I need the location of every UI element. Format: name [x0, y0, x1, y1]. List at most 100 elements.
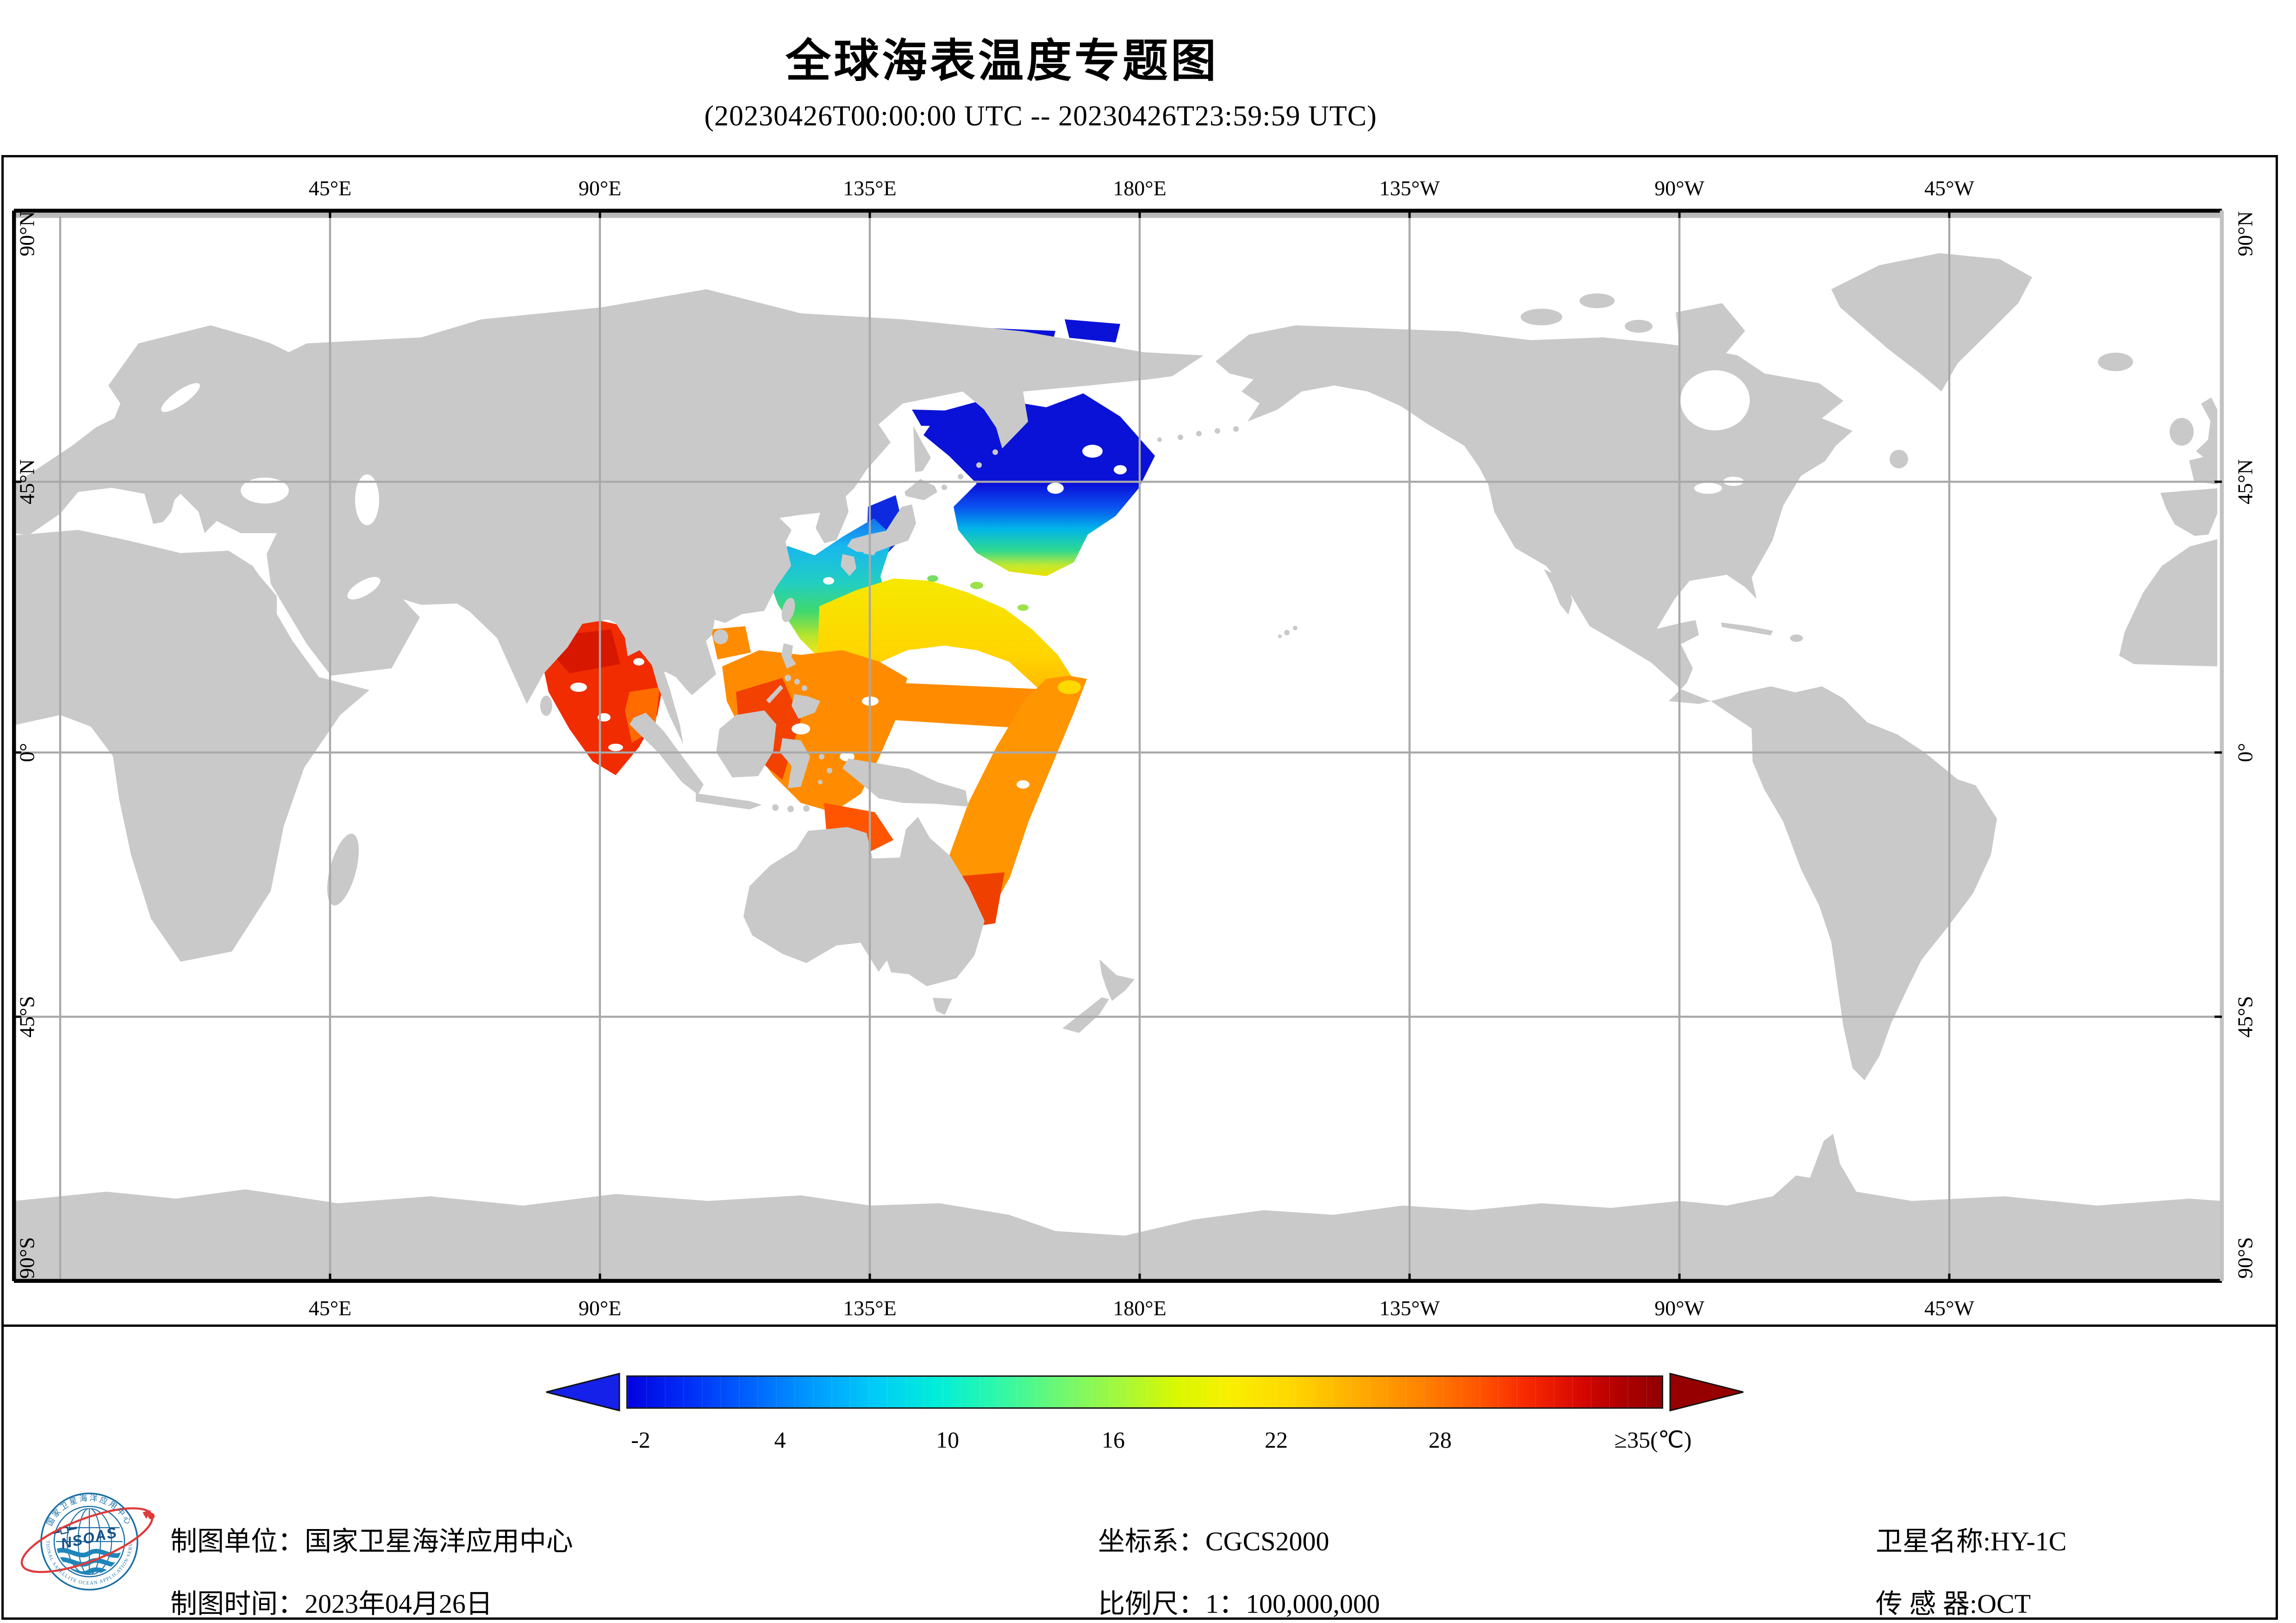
lon-label-45w-bottom: 45°W	[1924, 1296, 1974, 1320]
land-nz-north	[1099, 959, 1135, 1001]
land-cuba	[1721, 622, 1773, 635]
footer-scale: 比例尺：1：100,000,000	[1098, 1589, 1380, 1619]
land-sulawesi	[780, 738, 810, 788]
lon-label-135w-bottom: 135°W	[1379, 1296, 1440, 1320]
land-great-britain	[2196, 398, 2217, 460]
land-palawan	[766, 685, 783, 703]
lat-label-90s-right: 90°S	[2233, 1237, 2257, 1279]
lon-label-45e-top: 45°E	[308, 176, 352, 200]
footer-crs: 坐标系：CGCS2000	[1098, 1526, 1329, 1556]
land-new-guinea	[842, 759, 968, 807]
lon-label-90e-bottom: 90°E	[578, 1296, 622, 1320]
map-section-divider	[1, 1325, 2278, 1327]
colorbar-tick-35: ≥35(℃)	[1614, 1427, 1692, 1453]
footer-org: 制图单位：国家卫星海洋应用中心	[170, 1526, 574, 1556]
great-lakes	[1694, 483, 1722, 494]
logo-orbit-arrow	[143, 1510, 151, 1519]
land-africa	[14, 530, 369, 962]
lon-label-90w-bottom: 90°W	[1654, 1296, 1704, 1320]
land-luzon	[781, 643, 796, 669]
land-sakhalin	[913, 426, 931, 472]
land-borneo	[716, 710, 776, 777]
lon-label-180e-top: 180°E	[1113, 176, 1167, 200]
land-kuril-islands	[942, 449, 998, 490]
lon-label-45w-top: 45°W	[1924, 176, 1974, 200]
lon-label-90w-top: 90°W	[1654, 176, 1704, 200]
colorbar-right-arrow	[1669, 1373, 1744, 1412]
caspian-sea	[355, 474, 379, 525]
land-eurasia	[14, 289, 1204, 744]
lon-label-45e-bottom: 45°E	[308, 1296, 352, 1320]
persian-gulf	[347, 577, 381, 600]
land-nw-africa-edge	[2119, 539, 2217, 666]
nsoas-logo: NSOAS 国家卫星海洋应用中心 NATIONAL SATELLITE OCEA…	[19, 1484, 155, 1591]
lon-label-180e-bottom: 180°E	[1113, 1296, 1167, 1320]
footer-satellite: 卫星名称:HY-1C	[1876, 1526, 2067, 1556]
lon-label-90e-top: 90°E	[578, 176, 622, 200]
land-hokkaido	[905, 479, 937, 500]
lat-label-45n-right: 45°N	[2233, 459, 2257, 504]
land-taiwan	[781, 597, 795, 622]
lon-label-135w-top: 135°W	[1379, 176, 1440, 200]
land-antarctica	[14, 1134, 2222, 1281]
land-sumatra	[630, 713, 704, 795]
land-hainan	[713, 629, 728, 644]
land-baja	[1544, 569, 1572, 615]
colorbar-tick-10: 10	[936, 1427, 959, 1453]
axis-ticks	[14, 211, 2222, 1281]
land-aleutian-islands	[1157, 426, 1239, 442]
land-arctic-archipelago	[1505, 293, 1745, 363]
lat-label-90n-right: 90°N	[2233, 211, 2257, 256]
hudson-bay	[1680, 370, 1750, 430]
colorbar-tick-4: 4	[774, 1427, 786, 1453]
land-france-edge	[2189, 454, 2217, 485]
lat-label-90n-left: 90°N	[15, 211, 39, 256]
land-lesser-sunda	[772, 804, 810, 812]
colorbar-tick-28: 28	[1429, 1427, 1452, 1453]
lat-label-90s-left: 90°S	[15, 1237, 39, 1279]
land-tasmania	[933, 998, 952, 1015]
land-hawaii	[1278, 626, 1298, 638]
figure-frame	[1, 155, 2278, 1620]
lat-label-45n-left: 45°N	[15, 459, 39, 504]
inland-seas	[161, 370, 1750, 600]
lat-label-45s-left: 45°S	[15, 996, 39, 1038]
land-mindanao	[792, 694, 820, 719]
land-hispaniola	[1790, 634, 1803, 642]
lon-label-135e-top: 135°E	[843, 176, 897, 200]
land-nz-south	[1062, 997, 1109, 1033]
logo-orbit-dot	[148, 1513, 155, 1519]
land-newfoundland	[1890, 450, 1908, 468]
land-visayas	[785, 675, 807, 691]
land-kyushu	[841, 554, 856, 576]
land-moluccas	[818, 754, 832, 784]
land-ireland	[2170, 418, 2194, 446]
colorbar-tick--2: -2	[631, 1427, 650, 1453]
baltic-sea	[161, 383, 200, 412]
land-madagascar	[327, 833, 359, 906]
land-iceland	[2098, 353, 2133, 371]
page-subtitle: (20230426T00:00:00 UTC -- 20230426T23:59…	[704, 100, 1377, 132]
map-border	[12, 209, 2224, 1283]
land-australia	[743, 817, 985, 986]
lon-label-135e-bottom: 135°E	[843, 1296, 897, 1320]
world-map	[12, 209, 2224, 1283]
sst-swath-kuroshio-band	[817, 575, 1079, 717]
land-greenland	[1831, 253, 2032, 392]
colorbar-tick-16: 16	[1102, 1427, 1125, 1453]
lat-label-0-left: 0°	[15, 743, 39, 762]
graticule	[14, 211, 2222, 1281]
colorbar-gradient	[626, 1375, 1663, 1409]
land-java	[696, 793, 762, 809]
footer-sensor: 传 感 器:OCT	[1876, 1589, 2031, 1619]
page-title: 全球海表温度专题图	[785, 35, 1219, 86]
colorbar-left-arrow	[546, 1373, 620, 1412]
colorbar-tick-22: 22	[1265, 1427, 1288, 1453]
lat-label-0-right: 0°	[2233, 743, 2257, 762]
land-sri-lanka	[540, 696, 552, 716]
footer-time: 制图时间：2023年04月26日	[170, 1589, 493, 1619]
land-south-america	[1711, 686, 1997, 1080]
black-sea	[241, 478, 289, 504]
land-honshu	[847, 504, 916, 553]
